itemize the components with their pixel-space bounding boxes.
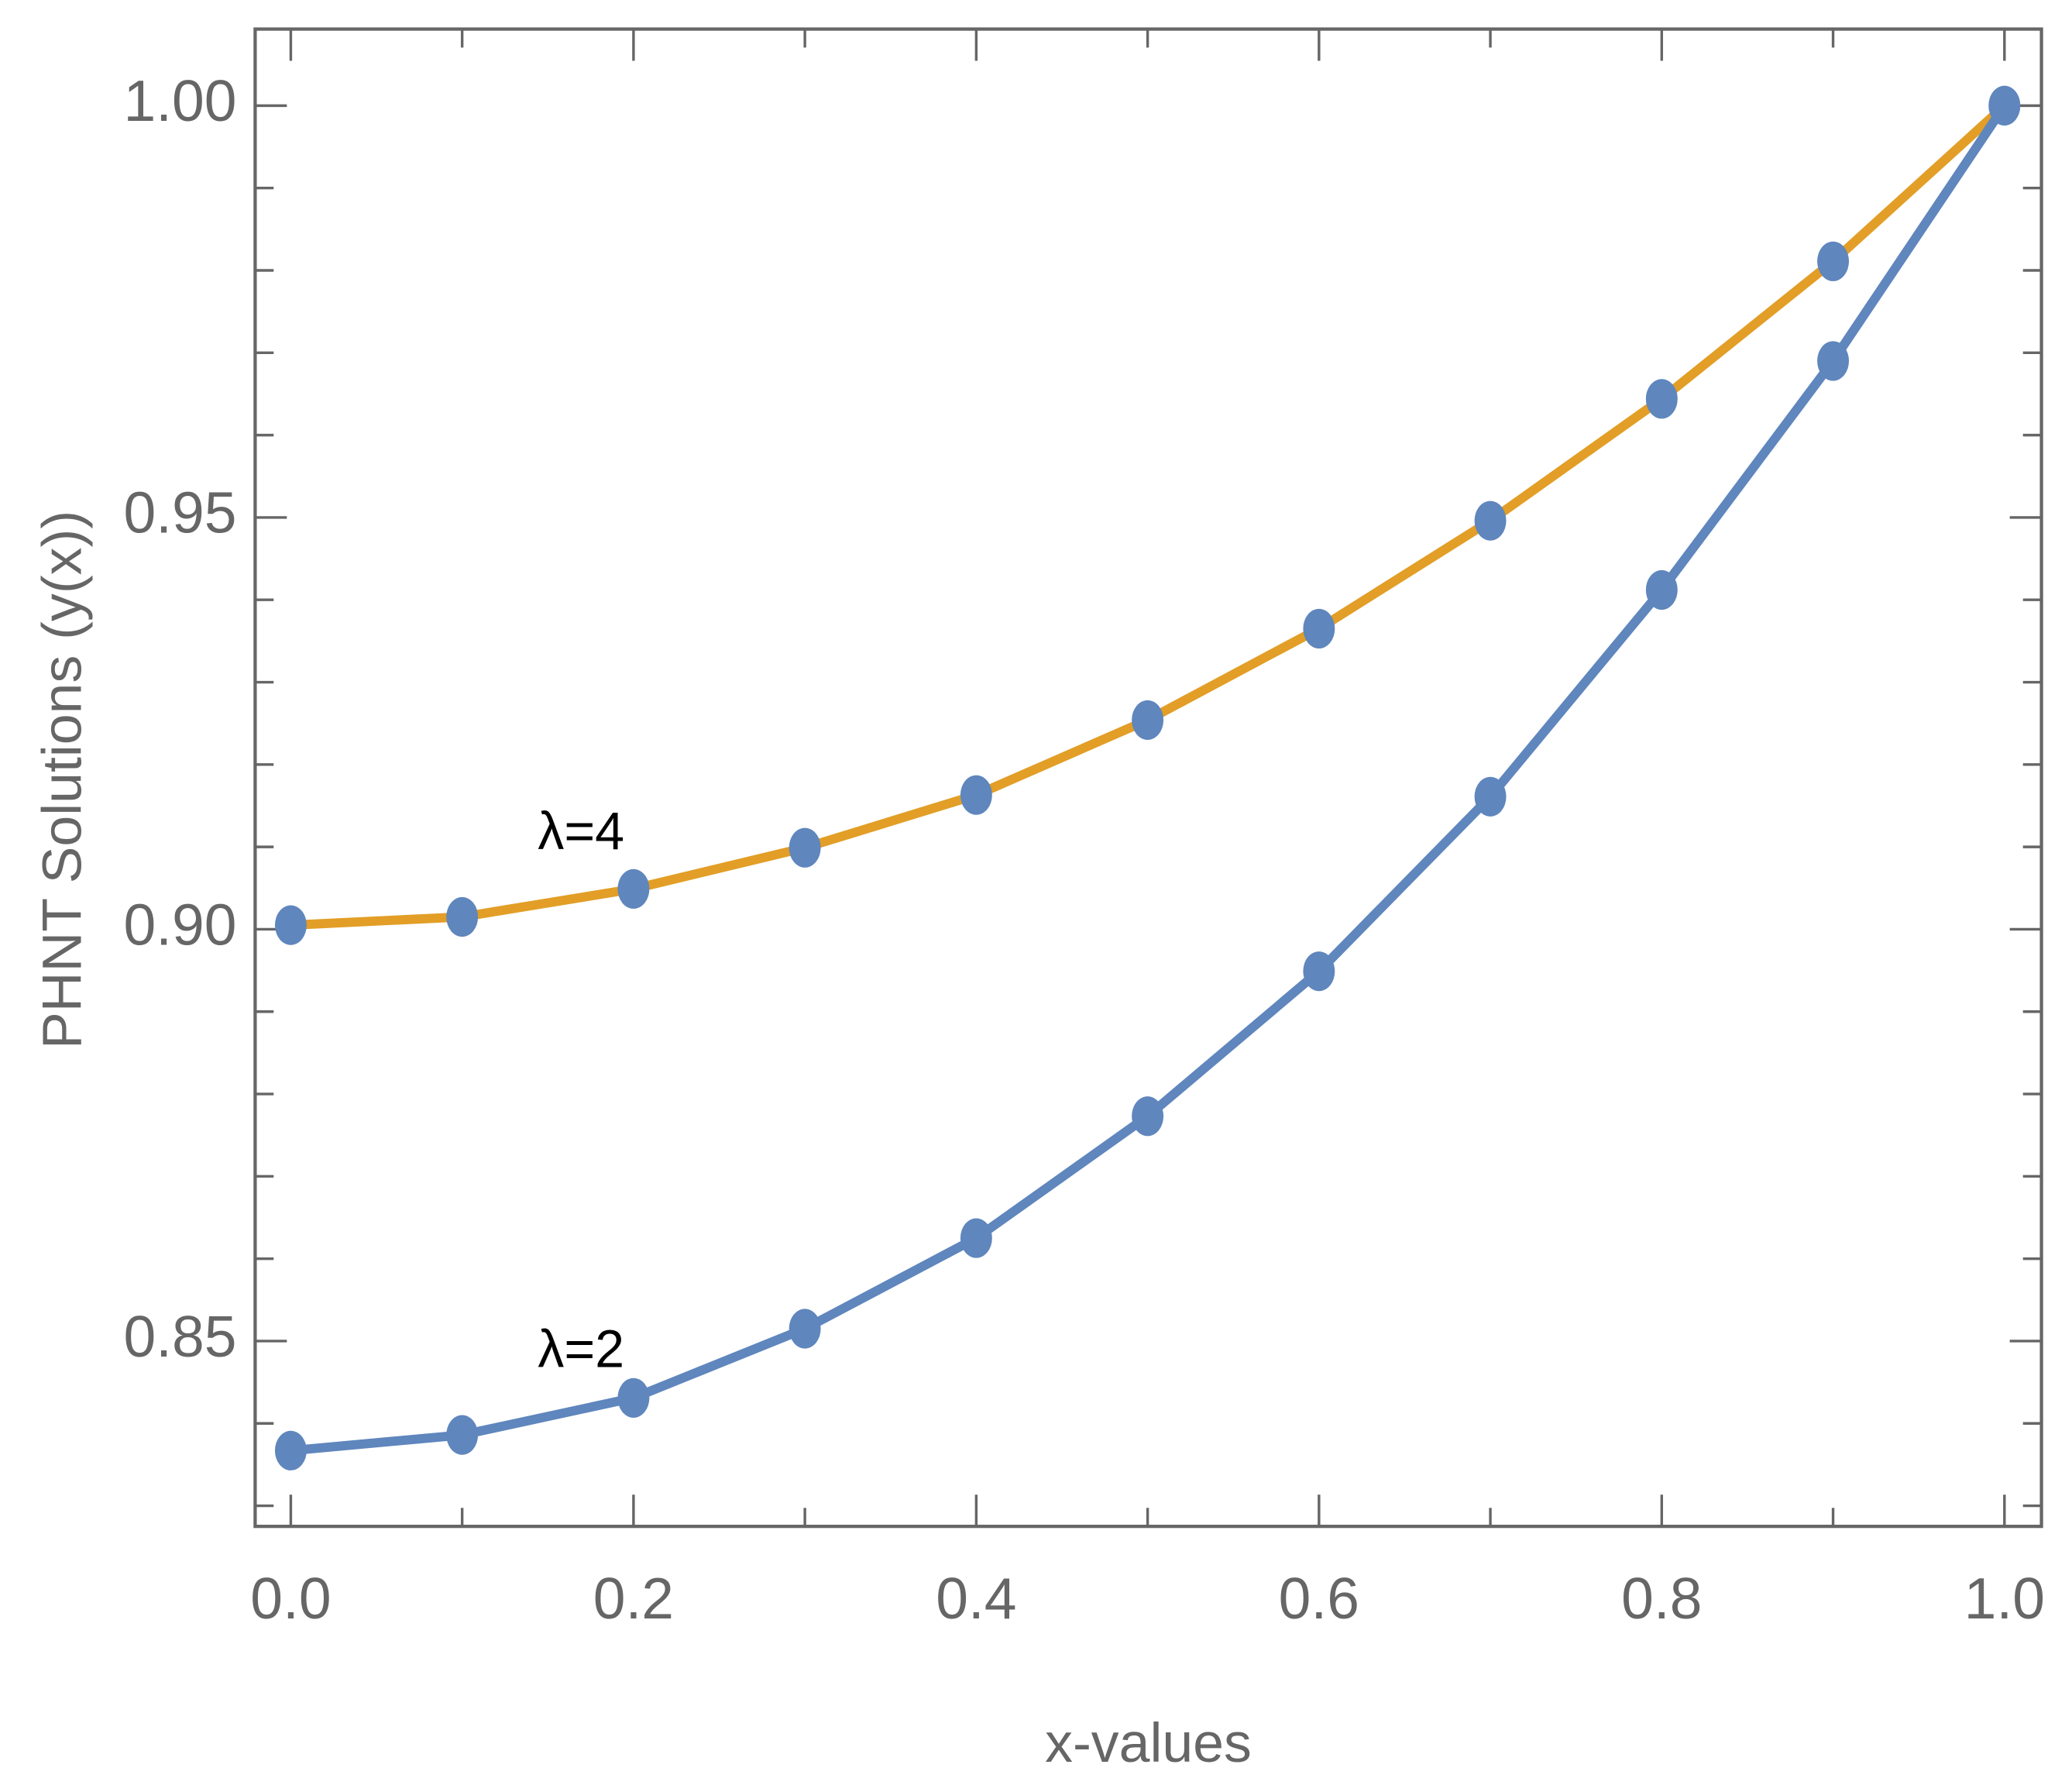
data-point xyxy=(1817,341,1850,381)
data-point xyxy=(446,1415,479,1455)
y-tick-label: 0.85 xyxy=(123,1304,236,1369)
x-axis-label: x-values xyxy=(1045,1712,1252,1774)
x-tick-label: 0.2 xyxy=(593,1566,674,1631)
series-line xyxy=(290,103,2008,1456)
x-tick-label: 0.8 xyxy=(1621,1566,1702,1631)
x-tick-label: 0.0 xyxy=(250,1566,331,1631)
data-point xyxy=(617,1378,650,1418)
data-point xyxy=(1303,608,1335,649)
series-label: λ=2 xyxy=(538,1319,624,1378)
x-tick-label: 0.4 xyxy=(936,1566,1016,1631)
plot-frame xyxy=(253,27,2043,1529)
series-label: λ=4 xyxy=(538,802,624,861)
y-tick-label: 0.95 xyxy=(123,480,236,545)
data-point xyxy=(1474,776,1507,817)
data-point xyxy=(1645,569,1678,611)
y-tick-label: 0.90 xyxy=(123,892,236,957)
data-point xyxy=(274,1430,307,1470)
data-point xyxy=(1817,241,1850,281)
data-point xyxy=(789,827,821,868)
data-point xyxy=(274,905,307,945)
x-tick-label: 1.0 xyxy=(1964,1566,2045,1631)
x-tick-label: 0.6 xyxy=(1279,1566,1359,1631)
data-point xyxy=(1132,700,1164,741)
data-point xyxy=(1132,1096,1164,1137)
data-point xyxy=(1988,85,2021,126)
data-point xyxy=(1474,500,1507,541)
data-point xyxy=(446,896,479,937)
y-tick-label: 1.00 xyxy=(123,68,236,133)
y-axis-label: PHNT Solutions (y(x)) xyxy=(31,511,93,1049)
data-point xyxy=(960,775,992,815)
data-point xyxy=(960,1218,992,1258)
data-point xyxy=(617,868,650,909)
data-point xyxy=(1645,379,1678,419)
data-point xyxy=(789,1309,821,1349)
data-point xyxy=(1303,951,1335,992)
